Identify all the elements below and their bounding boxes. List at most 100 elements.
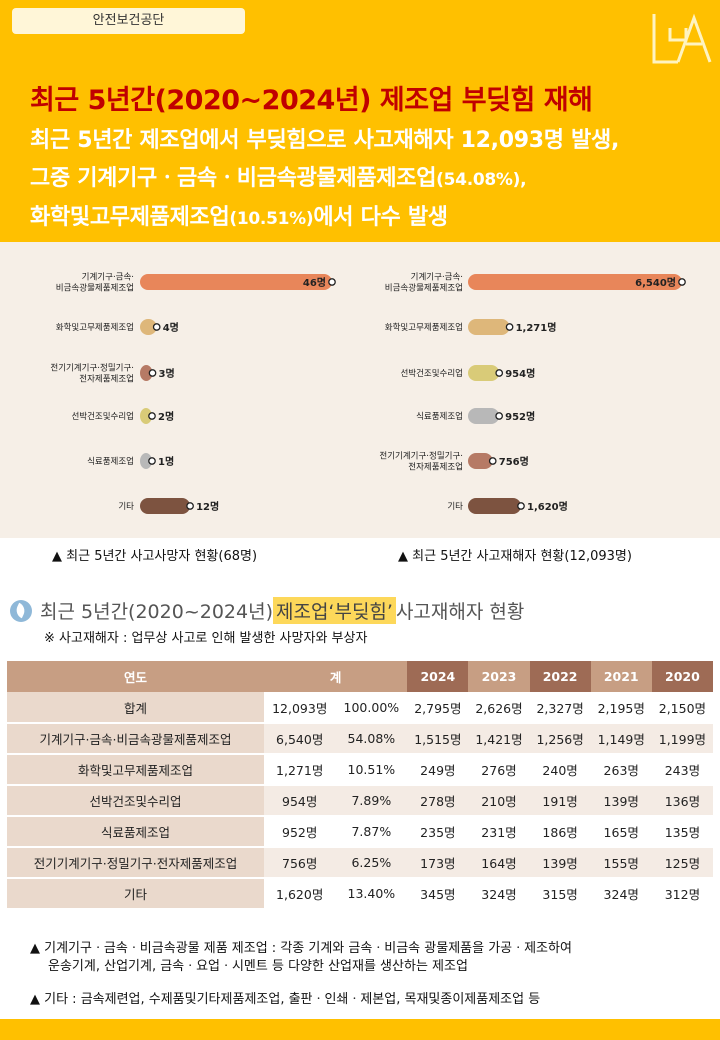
table-cell: 276명 <box>468 754 530 786</box>
value-label: 756명 <box>499 455 529 468</box>
category-label: 화학및고무제품제조업 <box>385 322 463 333</box>
row-label: 화학및고무제품제조업 <box>7 754 264 786</box>
table-cell: 2,626명 <box>468 692 530 724</box>
table-cell: 954명 <box>264 785 336 817</box>
table-cell: 139명 <box>529 847 591 879</box>
bar-end-marker <box>148 369 157 377</box>
table-cell: 345명 <box>407 878 469 910</box>
org-badge: 안전보건공단 <box>12 8 245 34</box>
bar <box>468 365 500 381</box>
table-cell: 54.08% <box>335 723 408 755</box>
page-title: 최근 5년간(2020~2024년) 제조업 부딪힘 재해 <box>30 85 593 116</box>
table-cell: 2,150명 <box>651 692 713 724</box>
table-cell: 164명 <box>468 847 530 879</box>
table-cell: 952명 <box>264 816 336 848</box>
table-cell: 191명 <box>529 785 591 817</box>
chart-caption-deaths-text: 최근 5년간 사고사망자 현황(68명) <box>66 549 258 564</box>
category-label: 선박건조및수리업 <box>400 368 463 379</box>
category-label: 기계기구·금속· 비금속광물제품제조업 <box>385 272 463 294</box>
value-label: 12명 <box>196 500 219 513</box>
table-cell: 7.89% <box>335 785 408 817</box>
value-label: 952명 <box>505 410 535 423</box>
category-label: 기타 <box>118 502 134 512</box>
table-cell: 139명 <box>590 785 652 817</box>
value-label: 3명 <box>159 367 175 380</box>
table-cell: 278명 <box>407 785 469 817</box>
category-label: 기계기구·금속· 비금속광물제품제조업 <box>56 272 134 294</box>
table-cell: 1,256명 <box>529 723 591 755</box>
category-label: 식료품제조업 <box>87 457 134 467</box>
chart-area: 기계기구·금속· 비금속광물제품제조업 46명 화학및고무제품제조업 4명 전기기계기구·… <box>0 242 720 538</box>
bar-end-marker <box>488 457 497 465</box>
row-label: 선박건조및수리업 <box>7 785 264 817</box>
subtitle-line-3-main: 화학및고무제품제조업 <box>30 205 230 230</box>
bar-end-marker <box>148 412 156 420</box>
table-cell: 1,421명 <box>468 723 530 755</box>
table-cell: 231명 <box>468 816 530 848</box>
value-label: 954명 <box>505 367 535 380</box>
footnote-other: ▲ 기타 : 금속제련업, 수제품및기타제품제조업, 출판ㆍ인쇄ㆍ제본업, 목재… <box>30 992 541 1007</box>
table-cell: 243명 <box>651 754 713 786</box>
chart-caption-injuries: ▲ 최근 5년간 사고재해자 현황(12,093명) <box>398 549 632 564</box>
bar-end-marker <box>495 412 504 420</box>
col-header-year: 연도 <box>7 661 264 692</box>
bar <box>468 453 493 469</box>
table-cell: 7.87% <box>335 816 408 848</box>
table-header-row: 연도 계 2024 2023 2022 2021 2020 <box>7 661 713 692</box>
table-cell: 1,149명 <box>590 723 652 755</box>
footnote-machinery-line-1: ▲ 기계기구ㆍ금속ㆍ비금속광물 제품 제조업 : 각종 기계와 금속ㆍ비금속 광… <box>30 941 572 956</box>
section-title-b: 사고재해자 현황 <box>395 601 525 623</box>
row-label: 기타 <box>7 878 264 910</box>
table-cell: 1,271명 <box>264 754 336 786</box>
category-label: 기타 <box>447 502 463 512</box>
table-cell: 155명 <box>590 847 652 879</box>
table-cell: 235명 <box>407 816 469 848</box>
category-label: 화학및고무제품제조업 <box>56 322 134 333</box>
bar <box>140 274 332 290</box>
section-title-highlight: 제조업‘부딪힘’ <box>272 597 396 624</box>
table-cell: 136명 <box>651 785 713 817</box>
bar-end-marker <box>678 278 686 286</box>
table-cell: 10.51% <box>335 754 408 786</box>
footnote-machinery-line-2: 운송기계, 산업기계, 금속ㆍ요업ㆍ시멘트 등 다양한 산업재를 생산하는 제조… <box>48 959 468 974</box>
table-cell: 312명 <box>651 878 713 910</box>
table-row: 화학및고무제품제조업 1,271명 10.51% 249명 276명 240명 263명 24… <box>7 754 713 786</box>
bar <box>140 498 191 514</box>
row-label: 식료품제조업 <box>7 816 264 848</box>
value-label: 4명 <box>163 321 179 334</box>
bar-end-marker <box>186 502 194 510</box>
table-row: 기계기구·금속·비금속광물제품제조업 6,540명 54.08% 1,515명 1,42… <box>7 723 713 755</box>
accident-table: 연도 계 2024 2023 2022 2021 2020 합계 12,093명 1… <box>7 661 713 910</box>
table-row: 합계 12,093명 100.00% 2,795명 2,626명 2,327명 2,195명… <box>7 692 713 724</box>
bar-end-marker <box>148 457 156 465</box>
table-cell: 249명 <box>407 754 469 786</box>
table-cell: 125명 <box>651 847 713 879</box>
table-cell: 186명 <box>529 816 591 848</box>
table-cell: 240명 <box>529 754 591 786</box>
bar <box>468 274 682 290</box>
row-label: 전기기계기구·정밀기구·전자제품제조업 <box>7 847 264 879</box>
table-cell: 263명 <box>590 754 652 786</box>
table-cell: 6.25% <box>335 847 408 879</box>
table-cell: 1,199명 <box>651 723 713 755</box>
value-label: 2명 <box>158 410 174 423</box>
subtitle-line-3-tail: 에서 다수 발생 <box>313 205 448 230</box>
bar <box>140 365 153 381</box>
col-header-2024: 2024 <box>407 661 469 692</box>
table-cell: 756명 <box>264 847 336 879</box>
page-subtitle: 최근 5년간 제조업에서 부딪힘으로 사고재해자 12,093명 발생, 그중 … <box>30 122 710 238</box>
bar <box>140 319 157 335</box>
table-cell: 324명 <box>468 878 530 910</box>
bar <box>140 408 152 424</box>
bar-end-marker <box>505 323 514 331</box>
value-label: 46명 <box>303 276 326 289</box>
category-label: 식료품제조업 <box>416 412 463 422</box>
table-cell: 6,540명 <box>264 723 336 755</box>
table-cell: 13.40% <box>335 878 408 910</box>
bar <box>468 408 500 424</box>
bar-end-marker <box>152 323 161 331</box>
section-title: 최근 5년간(2020~2024년) 제조업‘부딪힘’ 사고재해자 현황 <box>10 597 524 624</box>
subtitle-line-2: 그중 기계기구ㆍ금속ㆍ비금속광물제품제조업(54.08%), <box>30 160 710 199</box>
table-cell: 324명 <box>590 878 652 910</box>
